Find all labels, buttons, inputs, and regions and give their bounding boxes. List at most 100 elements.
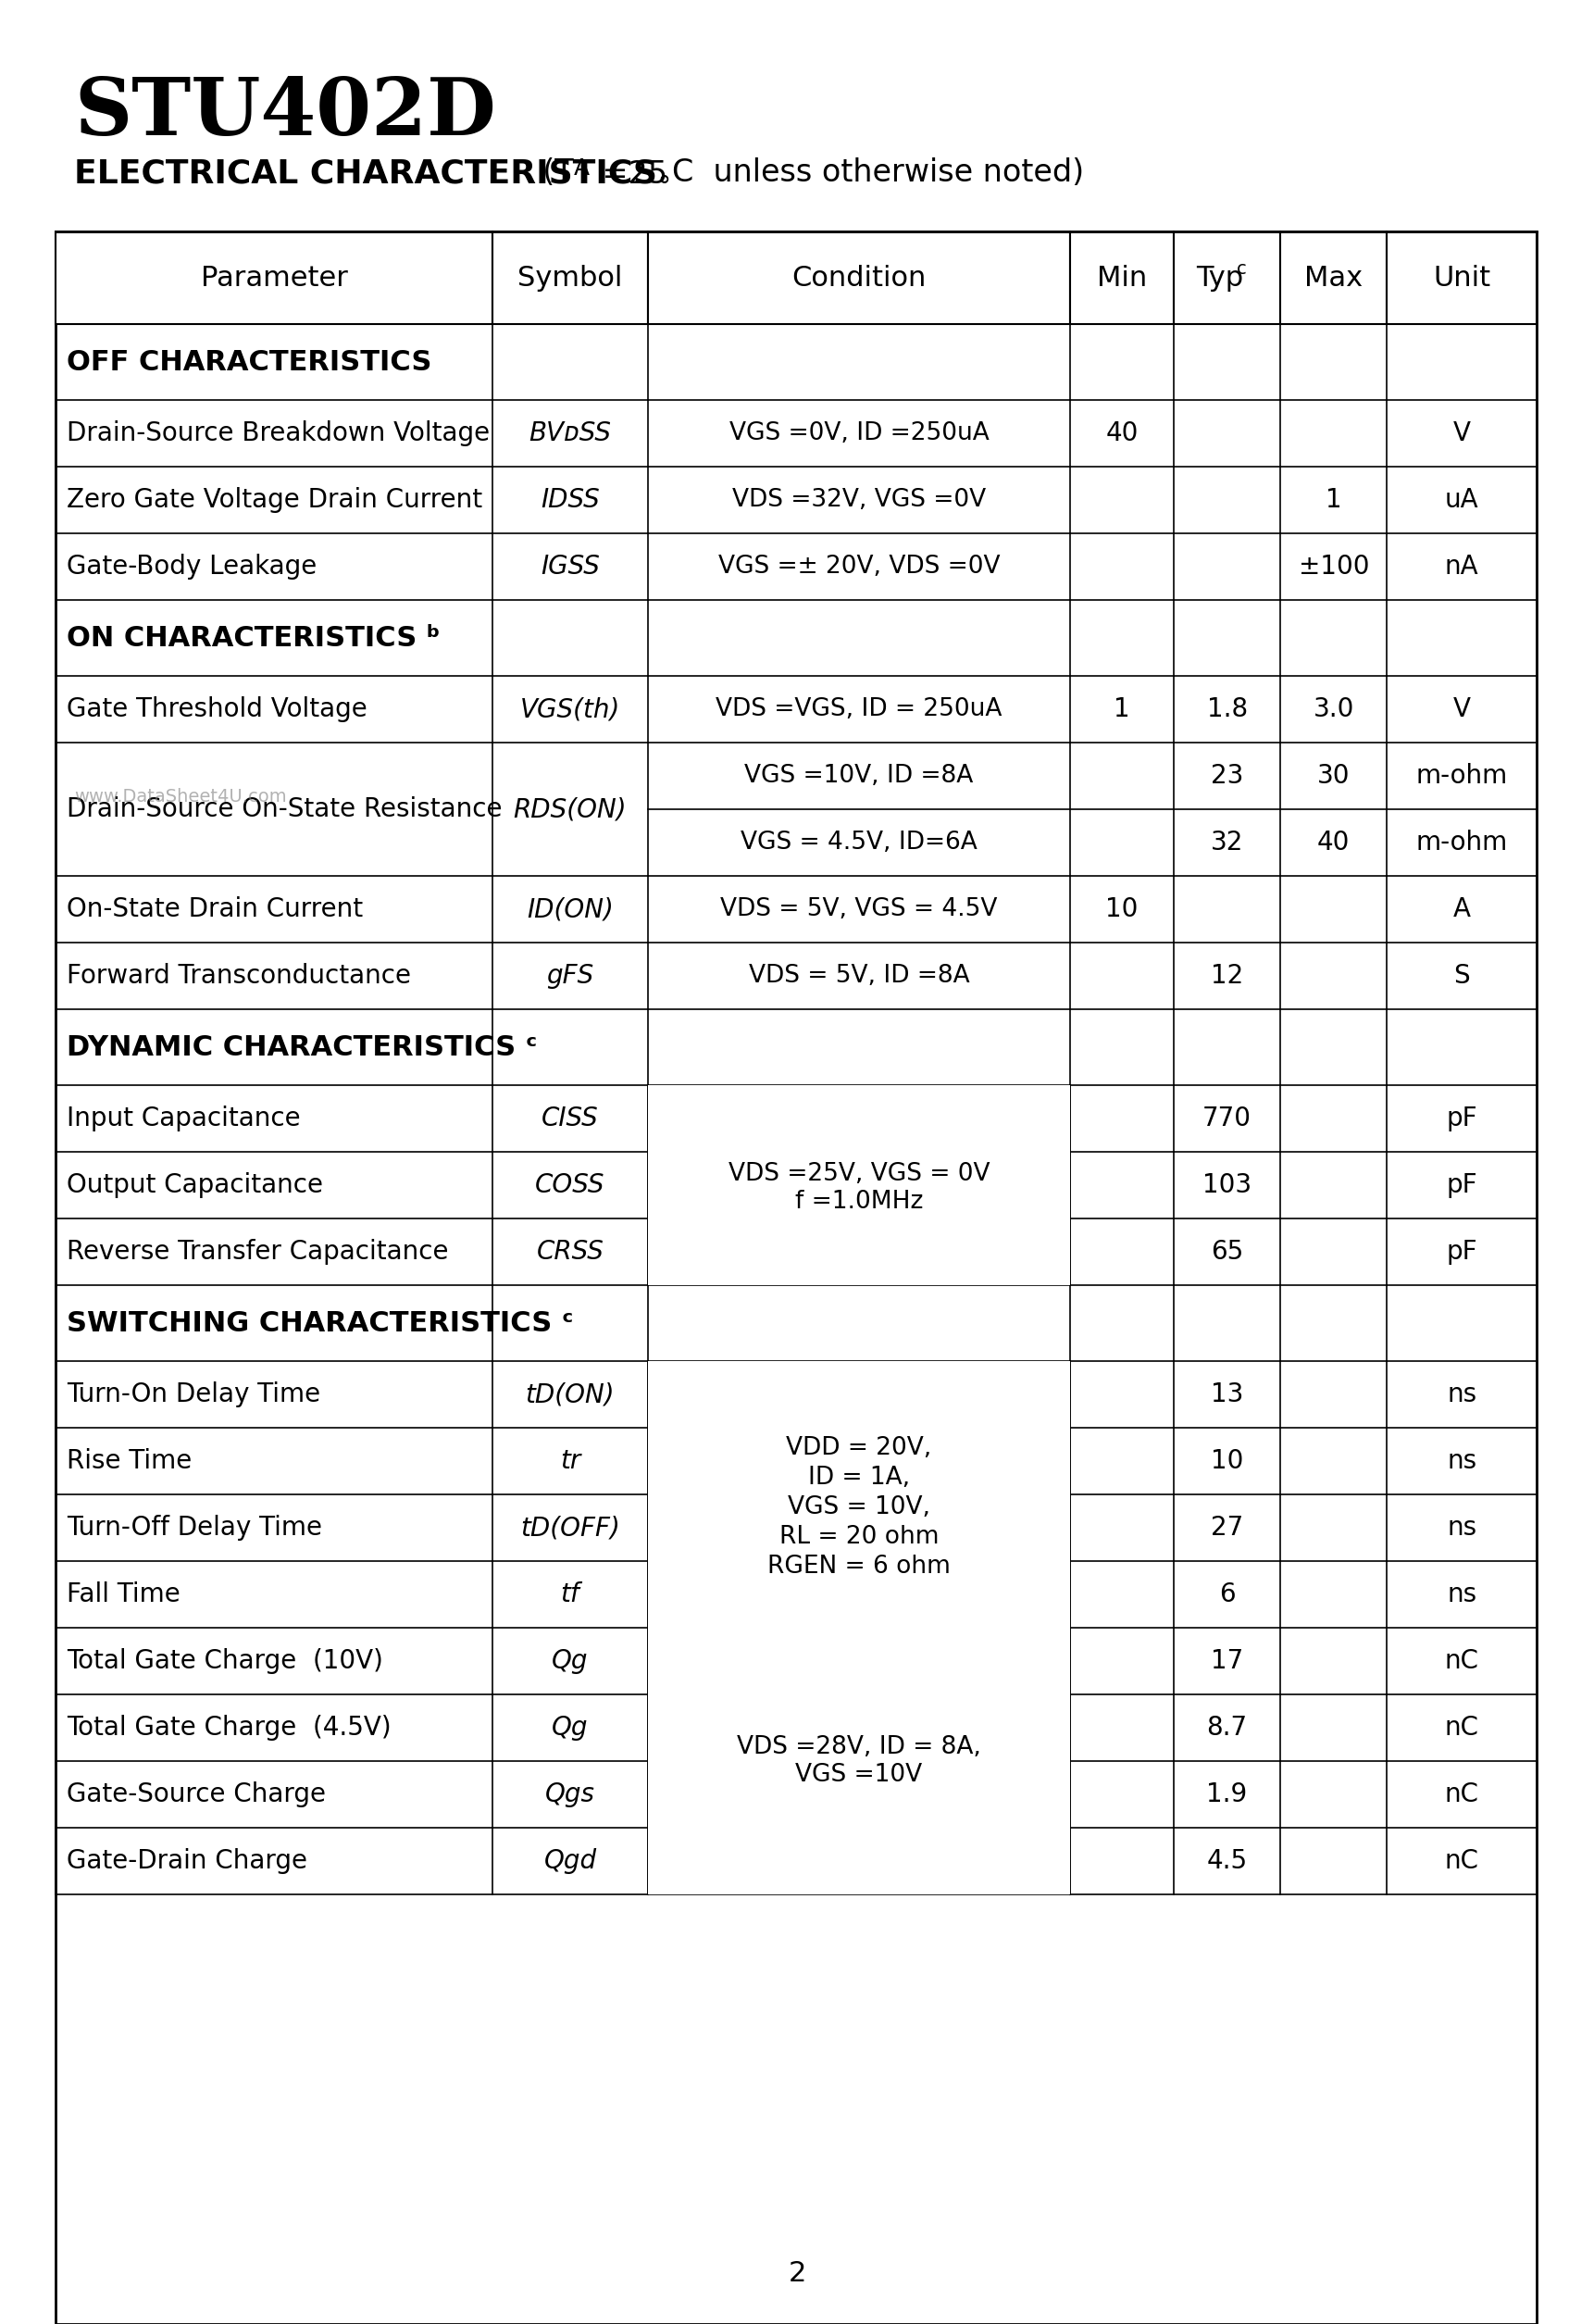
Text: 1: 1 [1326, 488, 1342, 514]
Text: °: ° [657, 174, 669, 200]
Text: IDSS: IDSS [540, 488, 599, 514]
Text: A: A [1454, 897, 1471, 923]
Text: Rise Time: Rise Time [67, 1448, 191, 1473]
Text: nC: nC [1444, 1848, 1479, 1873]
Text: CISS: CISS [542, 1106, 599, 1132]
Text: ns: ns [1447, 1380, 1476, 1408]
Bar [649, 1627, 1070, 1894]
Text: ID(ON): ID(ON) [526, 897, 614, 923]
Text: gFS: gFS [547, 962, 595, 988]
Text: Gate-Drain Charge: Gate-Drain Charge [67, 1848, 308, 1873]
Text: VDS =32V, VGS =0V: VDS =32V, VGS =0V [732, 488, 987, 511]
Text: VDS = 5V, VGS = 4.5V: VDS = 5V, VGS = 4.5V [720, 897, 998, 920]
Text: 770: 770 [1202, 1106, 1251, 1132]
Text: Unit: Unit [1433, 265, 1490, 290]
Text: V: V [1454, 421, 1471, 446]
Text: tf: tf [561, 1580, 580, 1608]
Text: VGS(th): VGS(th) [520, 697, 620, 723]
Bar [493, 232, 649, 323]
Text: Drain-Source Breakdown Voltage: Drain-Source Breakdown Voltage [67, 421, 489, 446]
Text: Max: Max [1304, 265, 1363, 290]
Text: 10: 10 [1106, 897, 1138, 923]
Text: VDS =25V, VGS = 0V: VDS =25V, VGS = 0V [728, 1162, 990, 1185]
Text: C  unless otherwise noted): C unless otherwise noted) [673, 158, 1084, 188]
Text: f =1.0MHz: f =1.0MHz [795, 1190, 923, 1213]
Text: Turn-Off Delay Time: Turn-Off Delay Time [67, 1515, 322, 1541]
Text: S: S [1454, 962, 1470, 988]
Text: Qg: Qg [552, 1648, 588, 1673]
Text: 27: 27 [1211, 1515, 1243, 1541]
Text: ±100: ±100 [1298, 553, 1369, 579]
Text: nC: nC [1444, 1783, 1479, 1808]
Text: 23: 23 [1211, 762, 1243, 788]
Text: VGS =10V, ID =8A: VGS =10V, ID =8A [744, 765, 974, 788]
Text: nC: nC [1444, 1715, 1479, 1741]
Text: BVᴅSS: BVᴅSS [529, 421, 612, 446]
Text: 65: 65 [1211, 1239, 1243, 1264]
Text: DYNAMIC CHARACTERISTICS ᶜ: DYNAMIC CHARACTERISTICS ᶜ [67, 1034, 537, 1060]
Text: 8.7: 8.7 [1207, 1715, 1248, 1741]
Text: ELECTRICAL CHARACTERISTICS: ELECTRICAL CHARACTERISTICS [73, 158, 657, 188]
Text: VDS =VGS, ID = 250uA: VDS =VGS, ID = 250uA [716, 697, 1003, 720]
Text: pF: pF [1446, 1171, 1478, 1199]
Text: tD(OFF): tD(OFF) [520, 1515, 620, 1541]
Text: CRSS: CRSS [537, 1239, 604, 1264]
Text: STU402D: STU402D [73, 74, 496, 151]
Text: On-State Drain Current: On-State Drain Current [67, 897, 363, 923]
Text: 103: 103 [1202, 1171, 1251, 1199]
Text: Gate Threshold Voltage: Gate Threshold Voltage [67, 697, 367, 723]
Text: Parameter: Parameter [201, 265, 347, 290]
Text: Gate-Body Leakage: Gate-Body Leakage [67, 553, 317, 579]
Text: RL = 20 ohm: RL = 20 ohm [779, 1525, 939, 1550]
Text: ns: ns [1447, 1515, 1476, 1541]
Text: Total Gate Charge  (4.5V): Total Gate Charge (4.5V) [67, 1715, 391, 1741]
Text: COSS: COSS [536, 1171, 606, 1199]
Text: Total Gate Charge  (10V): Total Gate Charge (10V) [67, 1648, 383, 1673]
Text: tr: tr [559, 1448, 580, 1473]
Text: Condition: Condition [792, 265, 926, 290]
Bar [1173, 232, 1280, 323]
Text: pF: pF [1446, 1106, 1478, 1132]
Text: Gate-Source Charge: Gate-Source Charge [67, 1783, 325, 1808]
Text: Typ: Typ [1196, 265, 1243, 290]
Text: Output Capacitance: Output Capacitance [67, 1171, 324, 1199]
Text: m-ohm: m-ohm [1415, 762, 1508, 788]
Text: 40: 40 [1317, 830, 1350, 855]
Text: 6: 6 [1219, 1580, 1235, 1608]
Text: c: c [1237, 260, 1247, 277]
Text: 13: 13 [1211, 1380, 1243, 1408]
Text: Symbol: Symbol [518, 265, 623, 290]
Text: 1.9: 1.9 [1207, 1783, 1248, 1808]
Text: Forward Transconductance: Forward Transconductance [67, 962, 411, 988]
Text: Min: Min [1097, 265, 1148, 290]
Text: VGS =± 20V, VDS =0V: VGS =± 20V, VDS =0V [717, 555, 999, 579]
Text: nC: nC [1444, 1648, 1479, 1673]
Text: RGEN = 6 ohm: RGEN = 6 ohm [767, 1555, 950, 1578]
Text: 32: 32 [1211, 830, 1243, 855]
Text: 17: 17 [1211, 1648, 1243, 1673]
Text: Drain-Source On-State Resistance: Drain-Source On-State Resistance [67, 797, 502, 823]
Bar [1387, 232, 1537, 323]
Text: m-ohm: m-ohm [1415, 830, 1508, 855]
Text: A: A [574, 158, 590, 179]
Text: 10: 10 [1211, 1448, 1243, 1473]
Bar [1070, 232, 1173, 323]
Text: Fall Time: Fall Time [67, 1580, 180, 1608]
Text: 30: 30 [1317, 762, 1350, 788]
Text: VGS = 4.5V, ID=6A: VGS = 4.5V, ID=6A [741, 830, 977, 855]
Text: SWITCHING CHARACTERISTICS ᶜ: SWITCHING CHARACTERISTICS ᶜ [67, 1311, 574, 1336]
Text: 2: 2 [787, 2259, 807, 2287]
Bar [649, 1085, 1070, 1285]
Text: pF: pF [1446, 1239, 1478, 1264]
Text: Zero Gate Voltage Drain Current: Zero Gate Voltage Drain Current [67, 488, 483, 514]
Text: 12: 12 [1211, 962, 1243, 988]
Text: VGS =0V, ID =250uA: VGS =0V, ID =250uA [728, 421, 988, 446]
Text: ID = 1A,: ID = 1A, [808, 1466, 910, 1490]
Text: ns: ns [1447, 1580, 1476, 1608]
Text: 40: 40 [1106, 421, 1138, 446]
Text: Qgd: Qgd [544, 1848, 596, 1873]
Text: (T: (T [523, 158, 574, 188]
Text: RDS(ON): RDS(ON) [513, 797, 626, 823]
Text: VDD = 20V,: VDD = 20V, [786, 1436, 932, 1459]
Text: Input Capacitance: Input Capacitance [67, 1106, 301, 1132]
